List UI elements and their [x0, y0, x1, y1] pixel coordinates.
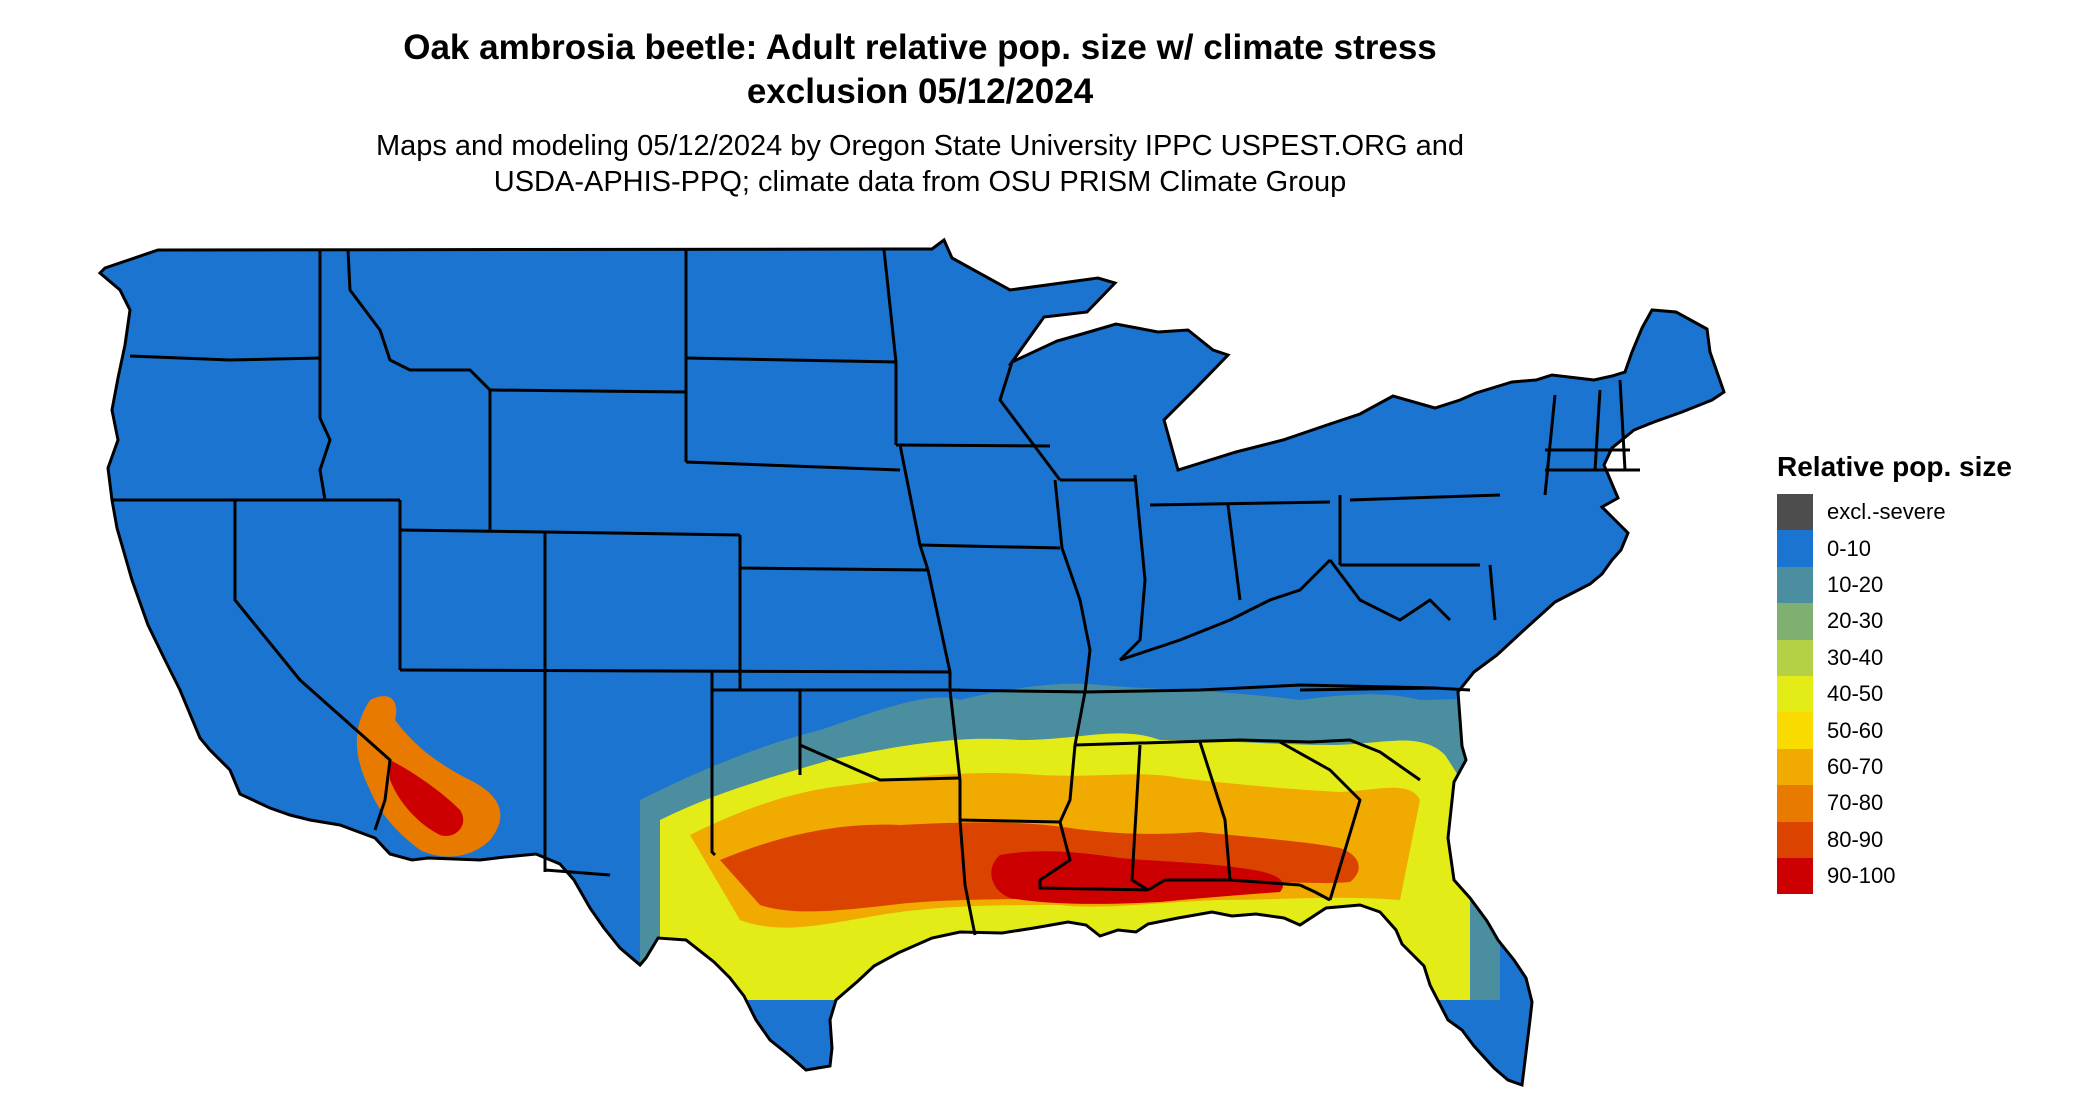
- risk-zones: [100, 240, 1724, 1085]
- legend-item: 70-80: [1777, 785, 2077, 822]
- state-boundaries: [112, 249, 1640, 936]
- legend-swatch: [1777, 566, 1813, 604]
- border-wv-va: [1328, 559, 1452, 622]
- border-de-md: [1488, 564, 1497, 621]
- border-al-ga: [1198, 741, 1232, 881]
- legend-label: 30-40: [1827, 644, 1884, 670]
- border-nm-tx: [710, 672, 717, 857]
- border-ar-la: [959, 818, 1061, 824]
- border-al-fl: [1147, 878, 1301, 892]
- legend-item: 90-100: [1777, 857, 2077, 895]
- border-nh-me: [1618, 379, 1627, 471]
- border-va-nc: [1299, 686, 1471, 692]
- border-mo-ar: [949, 688, 1091, 694]
- legend-label: 60-70: [1827, 753, 1884, 779]
- border-dakotas-mn: [882, 249, 898, 445]
- border-mo-west: [926, 569, 952, 690]
- map-title-line-2: exclusion 05/12/2024: [746, 72, 1094, 111]
- border-wa-or: [129, 354, 321, 362]
- legend-swatch: [1777, 821, 1813, 858]
- border-az-nv-ut: [399, 668, 951, 674]
- border-ok-tx: [799, 743, 961, 782]
- map-legend: Relative pop. size excl.-severe 0-10 10-20…: [1777, 450, 2077, 895]
- legend-label: 10-20: [1827, 571, 1884, 597]
- border-ks-ok: [738, 568, 960, 692]
- legend-swatch: [1777, 639, 1813, 676]
- border-mn-ia: [895, 443, 1051, 448]
- legend-swatch: [1777, 530, 1813, 567]
- border-ok-ar: [948, 689, 962, 820]
- map-subtitle-line-1: Maps and modeling 05/12/2024 by Oregon S…: [375, 130, 1465, 162]
- border-vt-nh: [1593, 389, 1602, 471]
- legend-item: 50-60: [1777, 712, 2077, 749]
- legend-swatch: [1777, 494, 1813, 531]
- legend-label: 20-30: [1827, 608, 1884, 634]
- legend-item: 60-70: [1777, 748, 2077, 786]
- border-ne-ia: [898, 444, 930, 571]
- border-in-oh: [1226, 504, 1242, 601]
- legend-title: Relative pop. size: [1777, 451, 2012, 482]
- border-ga-sc: [1279, 740, 1362, 901]
- legend-item: 20-30: [1777, 603, 2077, 640]
- border-ohio-river: [1119, 558, 1332, 662]
- border-ca-nv: [233, 500, 392, 831]
- border-la-tx: [958, 819, 977, 936]
- legend-swatch: [1777, 857, 1813, 895]
- border-wy-co: [544, 530, 741, 537]
- legend-items: excl.-severe 0-10 10-20 20-30 30-40 40-50 50-6…: [1777, 494, 2077, 895]
- zone-70-80-southwest: [356, 696, 501, 857]
- legend-swatch: [1777, 748, 1813, 786]
- border-nd-sd: [685, 356, 897, 364]
- border-mn-wi: [998, 361, 1062, 481]
- border-id-west: [318, 250, 332, 501]
- border-tn-south: [1074, 738, 1311, 747]
- legend-label: 80-90: [1827, 826, 1884, 852]
- border-ia-mo: [919, 543, 1061, 550]
- legend-swatch: [1777, 675, 1813, 713]
- border-mi-in-oh: [1149, 500, 1331, 507]
- border-ga-fl: [1299, 883, 1331, 902]
- zone-90-100-southwest: [390, 760, 464, 836]
- us-risk-map: [98, 238, 1726, 1087]
- legend-label: 40-50: [1827, 681, 1884, 707]
- map-title-line-1: Oak ambrosia beetle: Adult relative pop.…: [403, 28, 1437, 67]
- border-co-nm: [543, 672, 611, 877]
- border-ky-tn: [1084, 683, 1436, 694]
- legend-label: 50-60: [1827, 717, 1884, 743]
- border-la-ms: [1038, 821, 1149, 892]
- legend-item: 10-20: [1777, 566, 2077, 604]
- legend-label: 0-10: [1827, 535, 1872, 561]
- border-ny-pa: [1349, 493, 1501, 502]
- border-mt-wy: [489, 388, 687, 394]
- border-nc-sc: [1309, 738, 1421, 782]
- legend-label: 90-100: [1827, 863, 1896, 889]
- legend-swatch: [1777, 603, 1813, 640]
- map-subtitle-line-2: USDA-APHIS-PPQ; climate data from OSU PR…: [493, 166, 1347, 198]
- border-sd-ne: [685, 460, 901, 472]
- border-mississippi-river: [1053, 479, 1092, 823]
- border-il-in: [1118, 474, 1147, 662]
- border-ny-new-england: [1543, 394, 1557, 496]
- legend-label: excl.-severe: [1827, 499, 1946, 525]
- legend-item: 0-10: [1777, 530, 2077, 567]
- legend-swatch: [1777, 785, 1813, 822]
- legend-item: 30-40: [1777, 639, 2077, 676]
- border-ms-al: [1130, 744, 1149, 892]
- legend-swatch: [1777, 712, 1813, 749]
- legend-item: 40-50: [1777, 675, 2077, 713]
- legend-item: excl.-severe: [1777, 494, 2077, 531]
- legend-item: 80-90: [1777, 821, 2077, 858]
- border-id-mt: [346, 249, 492, 392]
- legend-label: 70-80: [1827, 790, 1884, 816]
